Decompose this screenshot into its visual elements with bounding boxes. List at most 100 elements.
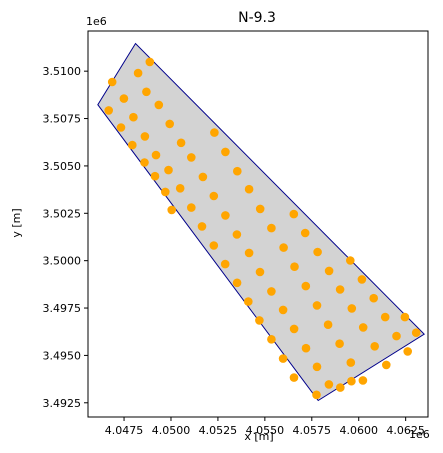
turbine-point-73 bbox=[382, 360, 391, 370]
turbine-point-64 bbox=[278, 354, 288, 363]
turbine-point-39 bbox=[220, 259, 230, 269]
turbine-point-31 bbox=[197, 222, 207, 231]
turbine-point-68 bbox=[392, 331, 401, 341]
turbine-point-58 bbox=[267, 335, 276, 344]
y-tick-label: 3.5050 bbox=[43, 160, 82, 173]
turbine-point-22 bbox=[150, 171, 160, 181]
y-axis-ticks: 3.4925 3.4950 3.4975 3.5000 3.5025 3.5050 3.50… bbox=[43, 65, 88, 410]
turbine-point-37 bbox=[279, 243, 288, 252]
turbine-point-52 bbox=[357, 275, 367, 284]
turbine-point-24 bbox=[209, 191, 219, 201]
turbine-point-65 bbox=[312, 362, 322, 372]
y-tick-label: 3.5075 bbox=[43, 113, 82, 126]
turbine-point-63 bbox=[400, 312, 410, 322]
turbine-point-67 bbox=[370, 342, 380, 351]
turbine-point-14 bbox=[210, 128, 219, 137]
turbine-point-2 bbox=[133, 68, 143, 78]
turbine-point-40 bbox=[255, 267, 265, 277]
turbine-point-10 bbox=[116, 123, 126, 132]
turbine-point-53 bbox=[255, 316, 264, 325]
turbine-point-21 bbox=[233, 166, 242, 176]
turbine-point-6 bbox=[154, 100, 164, 110]
turbine-point-42 bbox=[313, 247, 322, 257]
turbine-point-50 bbox=[312, 301, 322, 310]
turbine-point-1 bbox=[145, 57, 155, 67]
plot-area bbox=[87, 30, 429, 418]
turbine-point-32 bbox=[232, 230, 242, 239]
chart-title: N-9.3 bbox=[238, 10, 276, 26]
turbine-point-51 bbox=[335, 285, 345, 294]
turbine-point-28 bbox=[221, 211, 230, 220]
y-tick-label: 3.5000 bbox=[43, 255, 82, 268]
turbine-point-54 bbox=[289, 324, 299, 334]
turbine-point-19 bbox=[164, 165, 173, 175]
turbine-point-41 bbox=[290, 262, 299, 272]
turbine-point-57 bbox=[369, 293, 379, 303]
turbine-points bbox=[104, 57, 421, 400]
turbine-point-60 bbox=[335, 339, 344, 349]
turbine-point-30 bbox=[167, 205, 176, 215]
turbine-point-75 bbox=[336, 383, 345, 392]
turbine-point-18 bbox=[140, 158, 149, 167]
turbine-point-33 bbox=[267, 223, 276, 233]
y-tick-label: 3.5100 bbox=[43, 65, 82, 78]
y-offset-label: 1e6 bbox=[86, 15, 107, 28]
turbine-point-4 bbox=[142, 87, 151, 97]
x-offset-label: 1e6 bbox=[409, 428, 430, 441]
turbine-point-36 bbox=[244, 248, 254, 258]
turbine-point-45 bbox=[301, 281, 311, 291]
turbine-point-3 bbox=[107, 77, 117, 87]
turbine-point-70 bbox=[289, 373, 299, 382]
turbine-point-8 bbox=[129, 112, 138, 122]
turbine-point-5 bbox=[119, 94, 129, 103]
turbine-point-44 bbox=[267, 287, 276, 296]
axes-frame bbox=[87, 30, 429, 418]
x-tick-label: 4.0575 bbox=[293, 424, 332, 437]
turbine-point-76 bbox=[347, 376, 356, 386]
turbine-point-62 bbox=[380, 312, 390, 322]
turbine-point-34 bbox=[289, 209, 299, 219]
x-axis-ticks: 4.0475 4.0500 4.0525 4.0550 4.0575 4.0600 4.06… bbox=[105, 417, 425, 437]
turbine-point-59 bbox=[301, 343, 311, 353]
turbine-point-26 bbox=[161, 187, 170, 197]
y-axis-label: y [m] bbox=[10, 208, 23, 237]
turbine-point-17 bbox=[221, 147, 230, 157]
turbine-point-27 bbox=[187, 203, 196, 212]
turbine-point-12 bbox=[176, 138, 186, 148]
turbine-point-69 bbox=[411, 328, 421, 338]
x-tick-label: 4.0500 bbox=[152, 424, 191, 437]
turbine-point-25 bbox=[244, 184, 254, 194]
turbine-point-56 bbox=[347, 304, 357, 313]
x-axis-label: x [m] bbox=[244, 430, 273, 443]
turbine-point-15 bbox=[151, 150, 161, 160]
turbine-point-55 bbox=[323, 320, 333, 330]
x-tick-label: 4.0525 bbox=[199, 424, 238, 437]
turbine-point-35 bbox=[209, 241, 219, 250]
y-tick-label: 3.4975 bbox=[43, 302, 82, 315]
y-tick-label: 3.4950 bbox=[43, 349, 82, 362]
x-tick-label: 4.0600 bbox=[339, 424, 378, 437]
turbine-point-71 bbox=[324, 380, 334, 389]
turbine-point-66 bbox=[346, 358, 356, 367]
x-tick-label: 4.0550 bbox=[246, 424, 285, 437]
turbine-point-77 bbox=[403, 347, 413, 356]
y-tick-label: 3.4925 bbox=[43, 397, 82, 410]
turbine-point-23 bbox=[175, 184, 185, 193]
turbine-point-47 bbox=[346, 256, 355, 265]
turbine-point-29 bbox=[255, 204, 265, 214]
turbine-point-43 bbox=[232, 278, 242, 288]
turbine-point-46 bbox=[324, 266, 334, 276]
turbine-point-16 bbox=[187, 153, 196, 162]
turbine-point-38 bbox=[300, 228, 310, 238]
turbine-point-20 bbox=[198, 172, 208, 182]
turbine-point-7 bbox=[104, 106, 113, 115]
x-tick-label: 4.0475 bbox=[105, 424, 144, 437]
y-tick-label: 3.5025 bbox=[43, 207, 82, 220]
turbine-point-74 bbox=[312, 390, 321, 400]
turbine-point-11 bbox=[140, 132, 150, 141]
turbine-point-49 bbox=[278, 305, 288, 315]
turbine-point-48 bbox=[244, 297, 253, 306]
turbine-point-72 bbox=[358, 376, 368, 385]
turbine-point-9 bbox=[165, 119, 174, 129]
